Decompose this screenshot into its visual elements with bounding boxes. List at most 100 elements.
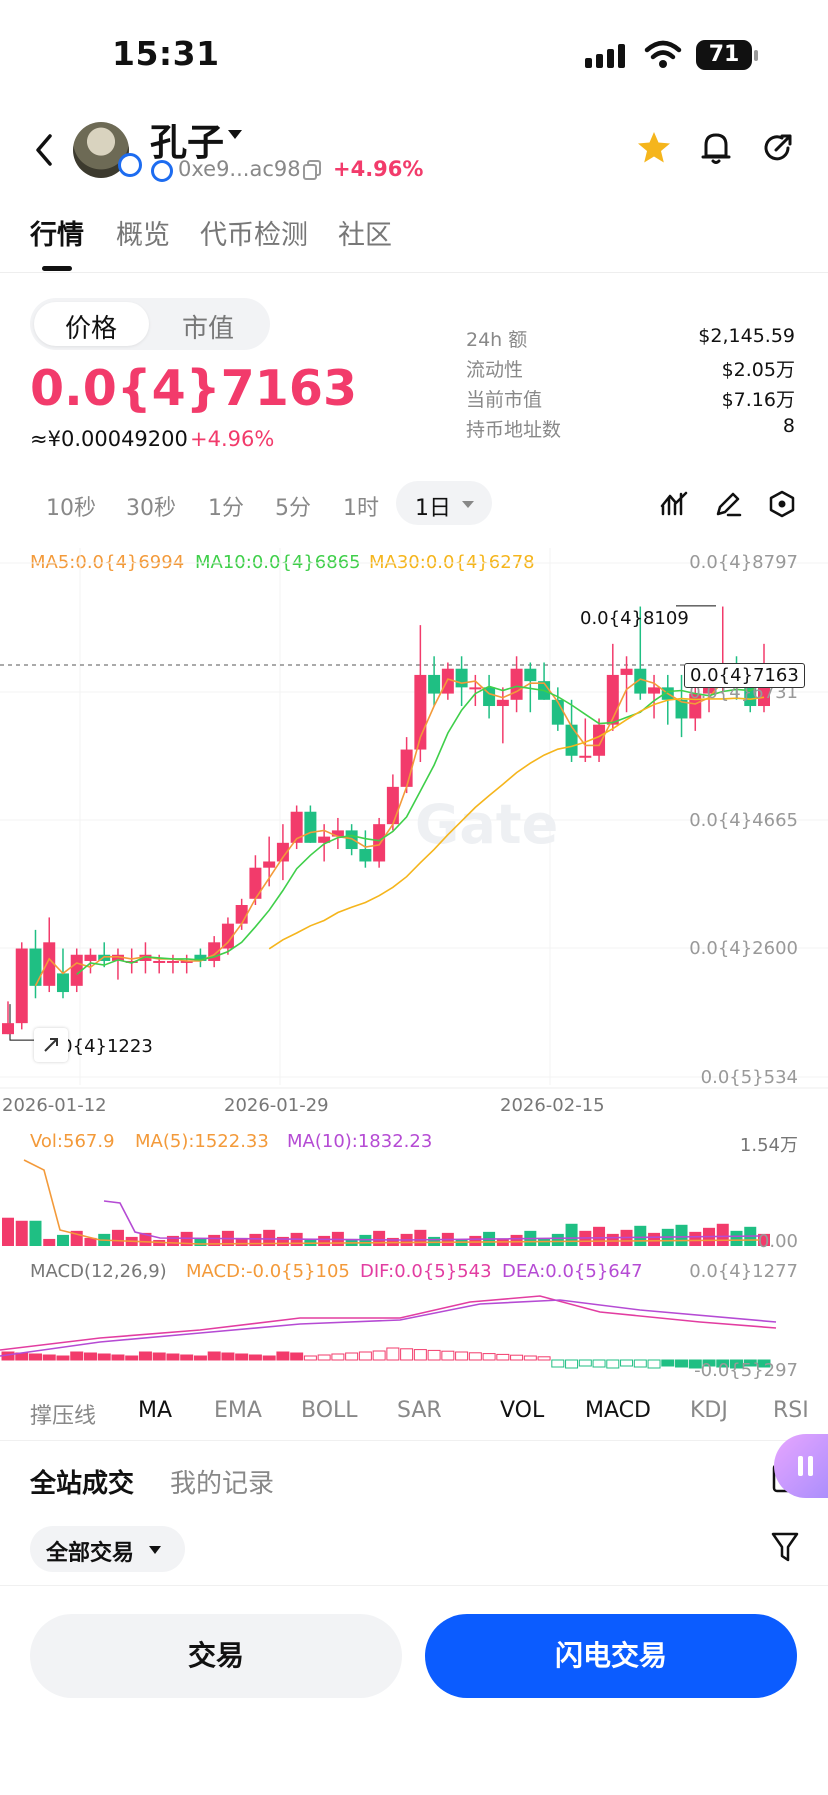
volume-bar [730,1230,743,1246]
macd-histogram-bar [262,1355,276,1361]
indicator-ma[interactable]: MA [138,1398,173,1423]
macd-histogram-bar [221,1352,235,1361]
indicator-macd[interactable]: MACD [585,1398,651,1423]
macd-histogram-bar [70,1351,84,1361]
expand-chart-icon[interactable] [34,1028,68,1062]
interval-1m[interactable]: 1分 [208,496,244,521]
candle-body [565,724,578,756]
ma30-line [268,696,765,950]
interval-1d[interactable]: 1日 [415,496,451,521]
macd-histogram-bar [441,1350,455,1361]
tab-all-trades[interactable]: 全站成交 [30,1469,135,1499]
tab-my-records[interactable]: 我的记录 [170,1469,275,1499]
floating-assistant-button[interactable] [774,1434,828,1498]
indicator-rsi[interactable]: RSI [773,1398,809,1423]
tab-token-check[interactable]: 代币检测 [200,220,308,251]
macd-histogram-bar [372,1350,386,1361]
volume-bar [648,1232,661,1246]
draw-pencil-icon[interactable] [714,490,742,518]
x-axis-date-3: 2026-02-15 [500,1095,605,1116]
candlestick-chart[interactable]: Gate [0,540,828,1380]
indicator-sar[interactable]: SAR [397,1398,442,1423]
interval-10s[interactable]: 10秒 [46,496,96,521]
macd-histogram-bar [510,1354,524,1361]
dif-line [0,1295,777,1351]
macd-histogram-bar [345,1352,359,1361]
candle-body [84,954,97,961]
price-change: +4.96% [190,427,275,451]
candle-body [386,786,399,825]
candle-body [29,948,42,986]
vol-ma5-line [23,1159,761,1245]
macd-histogram-bar [138,1351,152,1361]
flash-trade-button[interactable]: 闪电交易 [425,1614,797,1698]
bell-icon[interactable] [700,130,732,166]
volume-bar [716,1223,729,1246]
volume-bar [634,1225,647,1246]
interval-5m[interactable]: 5分 [275,496,311,521]
x-axis-date-2: 2026-01-29 [224,1095,329,1116]
high-price-label: 0.0{4}8109 [580,608,689,629]
interval-30s[interactable]: 30秒 [126,496,176,521]
favorite-star-icon[interactable] [636,130,672,166]
volume-bar [469,1235,482,1246]
candle-body [56,973,69,993]
candle-body [455,668,468,688]
stat-label-liquidity: 流动性 [466,359,524,381]
macd-histogram-bar [386,1347,400,1361]
trade-filter-label[interactable]: 全部交易 [46,1541,135,1566]
toggle-active-pill [34,302,149,346]
volume-bar [15,1220,28,1246]
indicator-boll[interactable]: BOLL [301,1398,358,1423]
macd-histogram-bar [193,1355,207,1361]
tab-active-underline [42,266,72,271]
indicator-ema[interactable]: EMA [214,1398,262,1423]
interval-caret-icon[interactable] [462,501,474,508]
candle-body [276,842,289,862]
coin-name[interactable]: 孔子 [150,121,224,164]
indicator-settings-icon[interactable] [660,490,688,518]
macd-histogram-bar [111,1354,125,1361]
price-cny: ≈¥0.00049200 [30,427,188,451]
candle-body [620,668,633,675]
macd-axis-bottom: -0.0{5}297 [694,1360,798,1381]
filter-caret-icon[interactable] [149,1546,161,1554]
volume-bar [551,1233,564,1246]
indicator-support-resistance[interactable]: 撑压线 [30,1404,97,1429]
candle-body [139,954,152,961]
indicator-vol[interactable]: VOL [500,1398,545,1423]
trade-button[interactable]: 交易 [30,1614,402,1698]
coin-dropdown-caret-icon[interactable] [228,130,242,139]
candle-body [648,687,661,694]
candle-body [593,724,606,756]
x-axis-date-1: 2026-01-12 [2,1095,107,1116]
candle-body [153,960,166,963]
macd-histogram-bar [633,1359,647,1368]
macd-histogram-bar [482,1353,496,1361]
candle-body [579,755,592,758]
candle-body [510,668,523,700]
toggle-price[interactable]: 价格 [65,314,118,344]
interval-1h[interactable]: 1时 [343,496,379,521]
tab-market[interactable]: 行情 [30,220,84,251]
candle-body [70,954,83,986]
macd-histogram-bar [42,1354,56,1361]
copy-icon[interactable] [303,160,321,180]
volume-bar [111,1229,124,1246]
tab-overview[interactable]: 概览 [116,220,170,251]
toggle-market-cap[interactable]: 市值 [182,314,235,344]
macd-histogram-bar [730,1359,744,1369]
filter-funnel-icon[interactable] [770,1530,800,1564]
stat-label-market-cap: 当前市值 [466,389,543,411]
indicator-kdj[interactable]: KDJ [690,1398,728,1423]
share-icon[interactable] [762,132,794,164]
tab-community[interactable]: 社区 [338,220,392,251]
back-arrow-icon[interactable] [30,130,58,170]
candle-body [180,960,193,963]
ma10-line [76,681,765,976]
chart-settings-hexagon-icon[interactable] [768,490,796,518]
macd-histogram-bar [152,1352,166,1361]
interval-1d-pill[interactable] [396,481,492,525]
wifi-icon [644,40,682,68]
macd-histogram-bar [276,1351,290,1361]
